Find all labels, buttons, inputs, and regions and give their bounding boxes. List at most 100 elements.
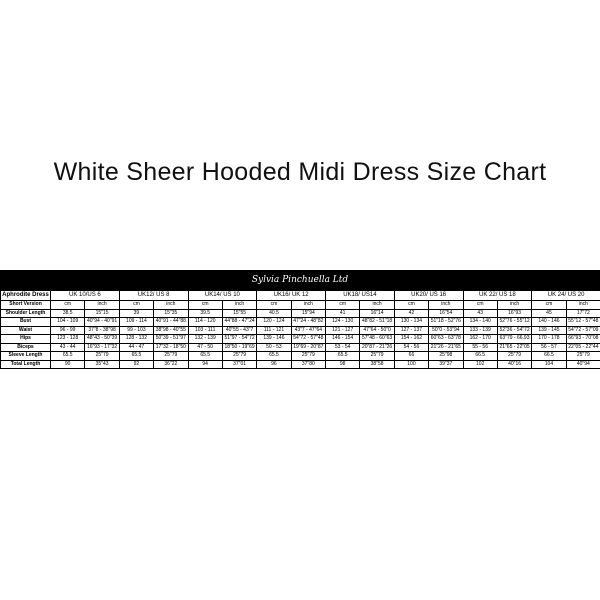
- measure-cell: 54"72 - 57"09: [565, 325, 600, 335]
- row-label: Waist: [0, 325, 51, 335]
- measure-cell: 47"24 - 48"82: [290, 317, 327, 327]
- unit-label: cm: [256, 300, 292, 310]
- measure-cell: 37"01: [221, 359, 258, 369]
- measure-cell: 25"79: [290, 351, 327, 361]
- measure-cell: 17"72: [565, 308, 600, 318]
- measure-row: Sleeve Length 65.5 25"79 65.5 25"79 65.5 25"79…: [0, 351, 600, 361]
- measure-cell: 114 - 120: [187, 317, 223, 327]
- measure-row: Biceps 43 - 44 16"93 - 17"32 44 - 47 17"32 -…: [0, 342, 600, 352]
- row-label: Sleeve Length: [0, 351, 51, 361]
- measure-cell: 90: [49, 359, 86, 369]
- measure-cell: 65.5: [187, 351, 223, 361]
- header-row: Aphrodite Dress UK 10/US 6 UK12/ US 8 UK14/…: [0, 290, 600, 301]
- measure-cell: 66: [393, 351, 430, 361]
- measure-cell: 111 - 121: [256, 325, 292, 335]
- measure-cell: 162 - 170: [462, 334, 498, 344]
- unit-label: inch: [359, 300, 395, 310]
- measure-cell: 65.5: [324, 351, 361, 361]
- page-title: White Sheer Hooded Midi Dress Size Chart: [53, 158, 547, 186]
- measure-cell: 96 - 99: [49, 325, 86, 335]
- measure-cell: 21"65 - 22"05: [496, 342, 533, 352]
- measure-cell: 19"69 - 20"87: [290, 342, 327, 352]
- unit-label: inch: [428, 300, 464, 310]
- measure-cell: 16"54: [428, 308, 464, 318]
- size-header: UK 24/ US 20: [531, 290, 600, 301]
- measure-cell: 65.5: [49, 351, 86, 361]
- measure-cell: 40"55 - 43"7: [221, 325, 258, 335]
- measure-cell: 25"79: [153, 351, 189, 361]
- row-label: Total Length: [0, 359, 51, 369]
- unit-label: cm: [118, 300, 155, 310]
- size-table: Aphrodite Dress UK 10/US 6 UK12/ US 8 UK14/…: [0, 290, 600, 369]
- measure-cell: 39.5: [187, 308, 223, 318]
- measure-cell: 38"58: [359, 359, 395, 369]
- measure-cell: 133 - 139: [462, 325, 498, 335]
- unit-label: cm: [324, 300, 361, 310]
- measure-cell: 120 - 124: [256, 317, 292, 327]
- measure-cell: 40"94 - 40"91: [84, 317, 120, 327]
- measure-cell: 104 - 109: [49, 317, 86, 327]
- unit-label: inch: [84, 300, 120, 310]
- measure-cell: 43 - 44: [49, 342, 86, 352]
- size-header: UK16/ UK 12: [256, 290, 326, 301]
- measure-cell: 43: [462, 308, 498, 318]
- measure-cell: 16"14: [359, 308, 395, 318]
- measure-cell: 130 - 134: [393, 317, 430, 327]
- unit-label: inch: [153, 300, 189, 310]
- measure-cell: 25"79: [565, 351, 600, 361]
- measure-cell: 40"94: [565, 359, 600, 369]
- row-label: Aphrodite Dress: [0, 290, 51, 301]
- measure-cell: 52"36 - 54"72: [496, 325, 533, 335]
- measure-cell: 22"05 - 22"44: [565, 342, 600, 352]
- measure-cell: 25"79: [84, 351, 120, 361]
- measure-cell: 66"93 - 70"08: [565, 334, 600, 344]
- unit-label: inch: [565, 300, 600, 310]
- size-header: UK18/ US14: [325, 290, 395, 301]
- measure-cell: 18"50 - 19"69: [221, 342, 258, 352]
- measure-cell: 40.5: [256, 308, 292, 318]
- unit-label: cm: [49, 300, 86, 310]
- measure-cell: 123 - 128: [49, 334, 86, 344]
- measure-cell: 99 - 103: [118, 325, 155, 335]
- measure-cell: 139 - 145: [531, 325, 567, 335]
- measure-row: Waist 96 - 99 37"8 - 38"98 99 - 103 38"98 - …: [0, 325, 600, 335]
- measure-cell: 65.5: [256, 351, 292, 361]
- measure-row: Shoulder Length 38.5 15"15 39 15"35 39.5 15"55…: [0, 308, 600, 318]
- measure-cell: 41: [324, 308, 361, 318]
- measure-cell: 15"35: [153, 308, 189, 318]
- measure-cell: 55"12 - 57"48: [565, 317, 600, 327]
- measure-cell: 60"63 - 63"78: [428, 334, 464, 344]
- measure-cell: 103 - 111: [187, 325, 223, 335]
- measure-cell: 35"43: [84, 359, 120, 369]
- measure-cell: 40"91 - 44"88: [153, 317, 189, 327]
- measure-cell: 17"32 - 18"50: [153, 342, 189, 352]
- measure-cell: 109 - 114: [118, 317, 155, 327]
- measure-cell: 25"98: [428, 351, 464, 361]
- measure-cell: 66.5: [531, 351, 567, 361]
- row-label: Shoulder Length: [0, 308, 51, 318]
- unit-label: inch: [290, 300, 327, 310]
- measure-cell: 47"64 - 50"0: [359, 325, 395, 335]
- measure-cell: 51"18 - 52"76: [428, 317, 464, 327]
- size-header: UK 10/US 6: [50, 290, 120, 301]
- measure-cell: 15"94: [290, 308, 327, 318]
- measure-cell: 140 - 146: [531, 317, 567, 327]
- measure-cell: 25"79: [359, 351, 395, 361]
- measure-cell: 55 - 56: [462, 342, 498, 352]
- measure-cell: 121 - 127: [324, 325, 361, 335]
- measure-cell: 15"55: [221, 308, 258, 318]
- measure-cell: 146 - 154: [324, 334, 361, 344]
- measure-cell: 52"76 - 55"12: [496, 317, 533, 327]
- brand-bar: Sylvia Pinchuella Ltd: [0, 270, 600, 290]
- measure-cell: 128 - 132: [118, 334, 155, 344]
- measure-cell: 45: [531, 308, 567, 318]
- unit-label: cm: [531, 300, 567, 310]
- measure-row: Total Length 90 35"43 92 36"22 94 37"01 96 37"80…: [0, 359, 600, 369]
- measure-cell: 42: [393, 308, 430, 318]
- measure-row: Hips 123 - 128 48"43 - 50"39 128 - 132 50"39…: [0, 334, 600, 344]
- measure-cell: 98: [324, 359, 361, 369]
- size-header: UK 22/ US 18: [462, 290, 533, 301]
- measure-cell: 65.5: [118, 351, 155, 361]
- measure-cell: 16"93: [496, 308, 533, 318]
